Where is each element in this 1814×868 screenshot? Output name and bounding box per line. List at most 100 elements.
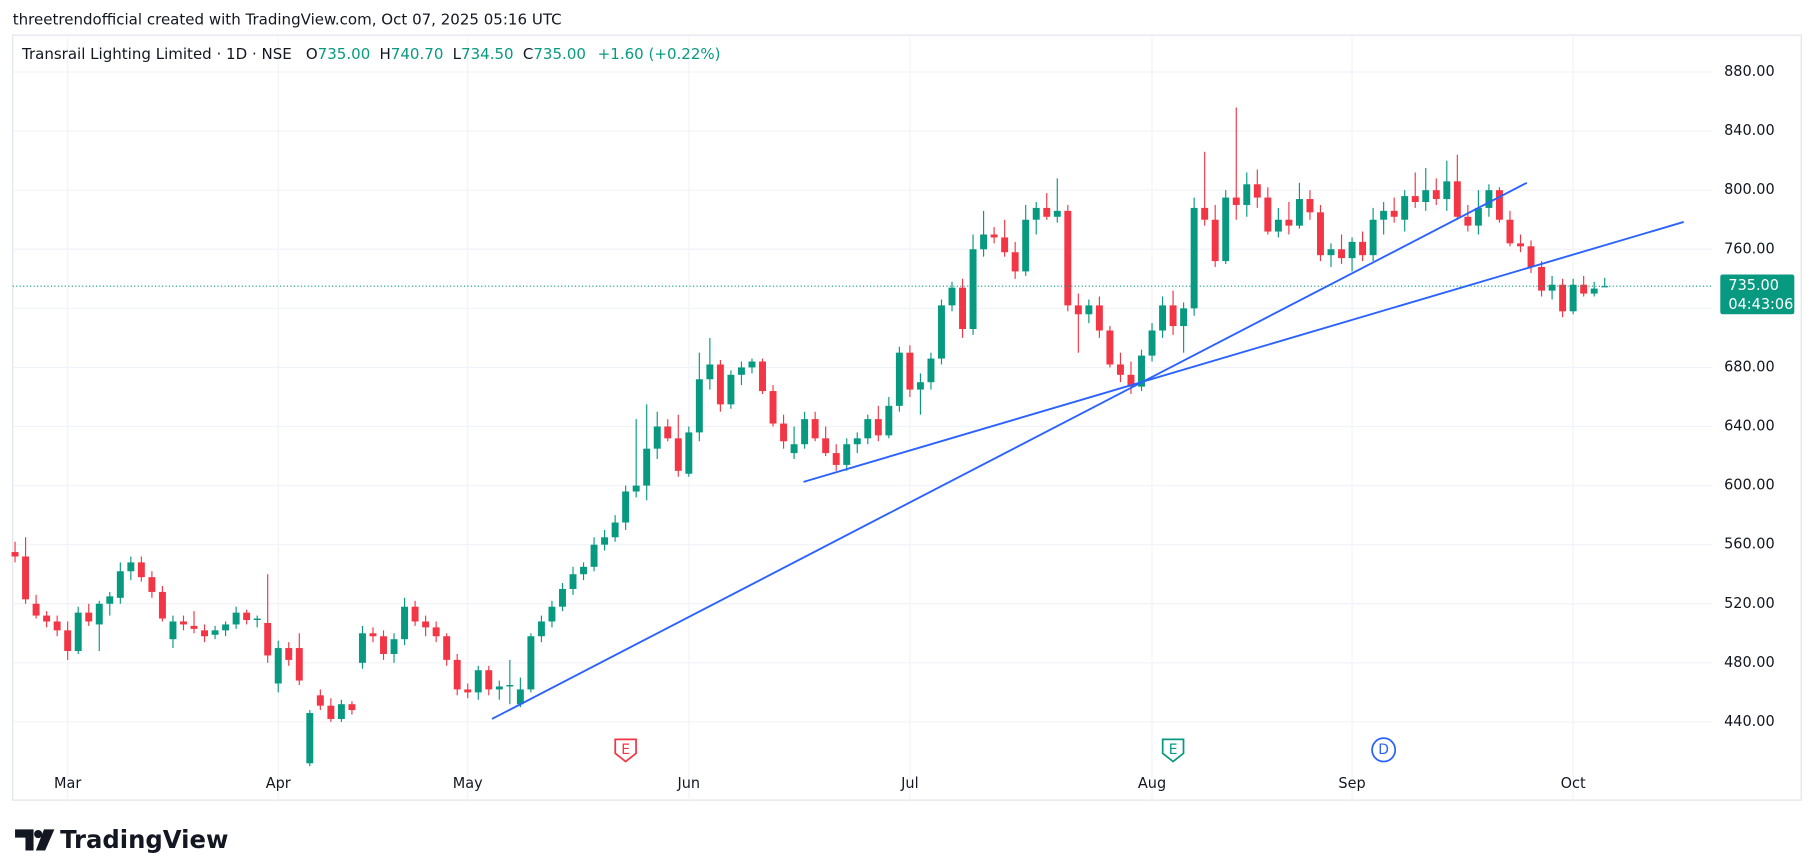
candle-body bbox=[1159, 305, 1167, 331]
candle-body bbox=[1011, 252, 1019, 272]
candle-body bbox=[64, 630, 72, 652]
candle-body bbox=[432, 627, 440, 637]
candle-body bbox=[369, 633, 377, 637]
symbol-title: Transrail Lighting Limited · 1D · NSE bbox=[21, 44, 292, 62]
x-tick-label: Apr bbox=[266, 776, 291, 792]
candle-body bbox=[674, 438, 682, 471]
candle-body bbox=[769, 391, 777, 424]
candle-body bbox=[643, 448, 651, 486]
candle-body bbox=[327, 705, 335, 719]
candle-body bbox=[990, 234, 998, 238]
candle-body bbox=[53, 621, 61, 631]
candle-body bbox=[32, 603, 40, 616]
candle-body bbox=[980, 234, 988, 250]
candle-body bbox=[1422, 190, 1430, 202]
candle-body bbox=[590, 544, 598, 567]
candle-body bbox=[1127, 374, 1135, 387]
y-tick-label: 640.00 bbox=[1724, 418, 1775, 434]
plot bbox=[11, 107, 1713, 767]
candle-body bbox=[222, 624, 230, 631]
x-tick-label: Jun bbox=[677, 776, 701, 792]
event-badge bbox=[1371, 737, 1397, 763]
candle-body bbox=[1053, 210, 1061, 217]
legend-key: O bbox=[306, 44, 318, 62]
last-price-box bbox=[1720, 274, 1795, 315]
candle-body bbox=[1285, 219, 1293, 226]
candle-body bbox=[1253, 184, 1261, 198]
candle-body bbox=[190, 625, 198, 629]
candle-body bbox=[1517, 243, 1524, 247]
candle-body bbox=[422, 621, 430, 628]
x-tick-label: Sep bbox=[1338, 776, 1365, 792]
candle-body bbox=[548, 606, 556, 622]
candle-body bbox=[906, 352, 914, 390]
candle-body bbox=[1432, 190, 1440, 200]
candle-body bbox=[1527, 246, 1535, 267]
candle-body bbox=[1148, 330, 1156, 356]
candle-body bbox=[1317, 212, 1324, 256]
y-tick-label: 760.00 bbox=[1724, 241, 1775, 257]
y-tick-label: 840.00 bbox=[1724, 123, 1775, 139]
candle-body bbox=[780, 423, 788, 442]
candle-body bbox=[232, 612, 240, 625]
candle-body bbox=[264, 622, 272, 656]
x-tick-label: Mar bbox=[54, 776, 81, 792]
candle-body bbox=[1232, 197, 1240, 205]
candle-body bbox=[759, 361, 766, 392]
legend-value: 735.00 bbox=[318, 44, 371, 62]
candle-body bbox=[43, 615, 51, 622]
legend-key: C bbox=[523, 44, 534, 62]
candle-body bbox=[938, 305, 945, 359]
candle-body bbox=[295, 648, 303, 681]
candle-body bbox=[443, 636, 451, 660]
x-tick-label: Jul bbox=[900, 776, 918, 792]
candle-body bbox=[1022, 219, 1030, 272]
x-tick-label: Aug bbox=[1138, 776, 1166, 792]
y-tick-label: 800.00 bbox=[1724, 182, 1775, 198]
chart-frame bbox=[12, 34, 1802, 801]
candle-body bbox=[1095, 305, 1103, 331]
candle-body bbox=[611, 522, 619, 538]
candle-body bbox=[22, 556, 30, 600]
trend-line bbox=[803, 221, 1684, 483]
candle-body bbox=[337, 704, 345, 719]
candle-body bbox=[716, 364, 724, 405]
candle-body bbox=[695, 379, 703, 433]
candle-body bbox=[537, 621, 545, 637]
candle-body bbox=[411, 606, 419, 622]
candle-body bbox=[390, 639, 398, 654]
legend-value: 735.00 bbox=[533, 44, 586, 62]
candle-body bbox=[285, 648, 293, 660]
candle-body bbox=[74, 612, 82, 652]
candle-body bbox=[1495, 190, 1503, 220]
candle-body bbox=[1443, 181, 1451, 200]
candle-body bbox=[569, 574, 577, 589]
candle-body bbox=[1306, 199, 1314, 213]
logo-text: TradingView bbox=[60, 825, 228, 854]
trend-line bbox=[491, 181, 1528, 720]
candle-body bbox=[306, 713, 314, 764]
candle-body bbox=[1001, 237, 1009, 253]
candle-body bbox=[516, 689, 524, 705]
candle-body bbox=[853, 438, 861, 445]
candle-body bbox=[706, 364, 714, 380]
candle-body bbox=[274, 648, 282, 684]
candle-body bbox=[1106, 330, 1114, 365]
legend-value: 740.70 bbox=[391, 44, 444, 62]
candle-body bbox=[1222, 197, 1230, 262]
candle-body bbox=[211, 630, 219, 635]
candle-body bbox=[1506, 219, 1514, 244]
legend: Transrail Lighting Limited · 1D · NSE O7… bbox=[21, 44, 721, 62]
y-tick-label: 440.00 bbox=[1724, 714, 1775, 730]
candle-body bbox=[127, 562, 135, 572]
ohlc-legend: O735.00 H740.70 L734.50 C735.00 bbox=[306, 44, 586, 62]
candle-body bbox=[485, 670, 493, 690]
logo: TradingView bbox=[15, 825, 228, 854]
y-tick-label: 600.00 bbox=[1724, 478, 1775, 494]
candle-body bbox=[1074, 305, 1082, 315]
candle-body bbox=[1138, 355, 1145, 387]
candle-body bbox=[1064, 210, 1072, 306]
candle-body bbox=[864, 419, 872, 439]
candle-body bbox=[495, 686, 503, 690]
